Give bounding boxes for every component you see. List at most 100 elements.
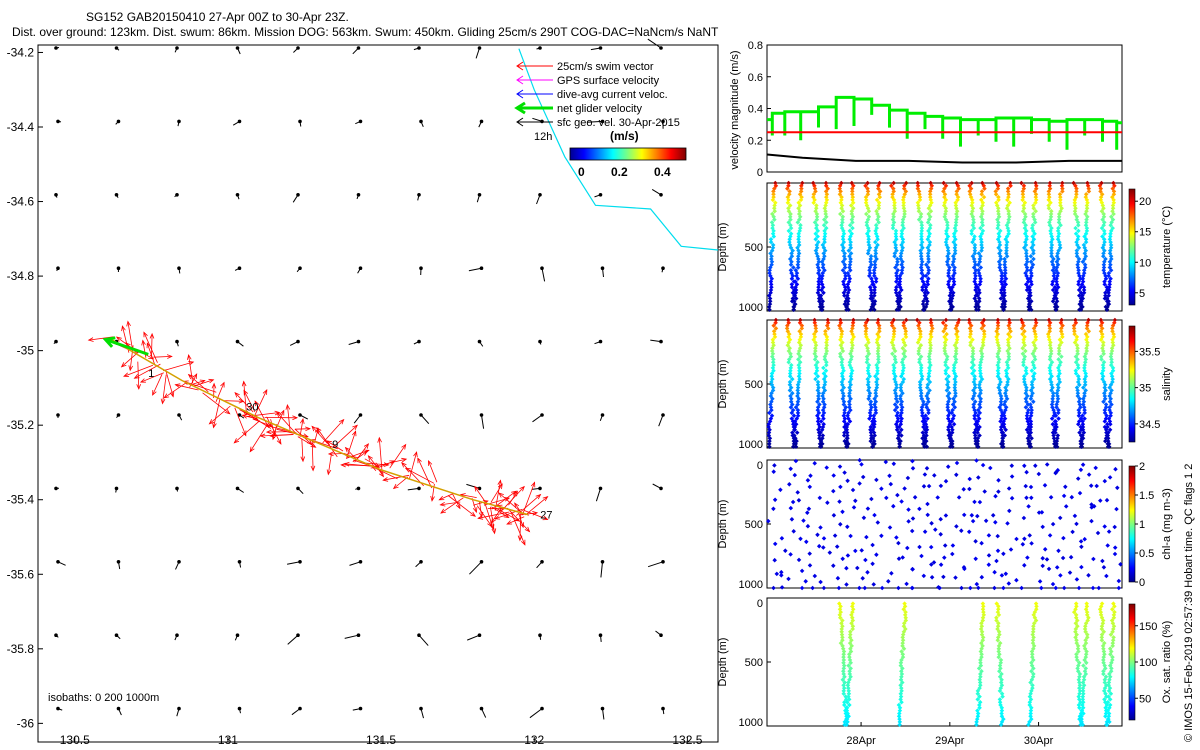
geo-velocity-origin (235, 486, 240, 491)
swim-vector-head (474, 485, 480, 492)
geo-velocity-origin (417, 633, 421, 637)
profile-sample (1048, 211, 1054, 217)
swim-vector-head (305, 426, 311, 432)
y-tick-label: 500 (745, 379, 763, 391)
geo-velocity-origin (600, 413, 605, 417)
swim-vector (127, 321, 133, 351)
swim-vector-head (519, 485, 525, 492)
swim-vector-head (519, 522, 524, 529)
profile-sample (767, 296, 773, 301)
profile-sample (951, 268, 957, 273)
geo-velocity-origin (54, 486, 58, 491)
y-tick-label: -35.4 (7, 493, 35, 507)
swim-vector (152, 374, 163, 396)
profile-sample (976, 287, 982, 293)
x-tick-label: 131.5 (366, 733, 396, 747)
profile-sample (977, 256, 983, 262)
profile-sample (952, 265, 957, 270)
swim-vector-head (472, 507, 478, 514)
swim-vector-head (389, 460, 396, 465)
swim-vector-head (292, 415, 299, 421)
profile-sample (1074, 189, 1079, 194)
profile-sample (1048, 228, 1053, 234)
y-tick-label: 0 (757, 598, 763, 610)
section-colorbar (1128, 603, 1136, 721)
swim-vector (276, 410, 285, 428)
section-axes-box (766, 597, 1123, 727)
swim-vector-head (234, 391, 240, 398)
profile-sample (1050, 299, 1056, 304)
profile-sample (1058, 197, 1063, 203)
profile-sample (974, 301, 979, 307)
geo-velocity-origin (296, 633, 300, 637)
swim-vector-head (243, 389, 249, 396)
profile-sample (1057, 192, 1063, 197)
swim-vector (183, 380, 217, 393)
profile-sample (842, 265, 848, 270)
profile-sample (1021, 203, 1026, 208)
profile-sample (920, 284, 925, 290)
geo-velocity-origin (358, 266, 363, 271)
swim-vector (162, 374, 167, 404)
y-tick-label: -34.8 (7, 269, 35, 283)
depth-ylabel: Depth (m) (717, 223, 729, 272)
geo-velocity-origin (356, 193, 361, 197)
profile-sample (978, 276, 983, 281)
swim-vector-head (136, 384, 141, 390)
geo-velocity-origin (237, 413, 242, 417)
profile-sample (926, 256, 931, 262)
profile-sample (793, 284, 798, 290)
colorbar-tick-label: 15 (1139, 227, 1151, 239)
swim-vector (188, 374, 209, 393)
y-tick-label: 1000 (739, 302, 763, 314)
swim-vector-head (455, 503, 461, 510)
swim-vector (311, 441, 314, 471)
colorbar-tick-label: 35.5 (1139, 346, 1160, 358)
swim-vector-head (187, 373, 194, 380)
geo-velocity-origin (659, 46, 663, 50)
x-tick-label: 131 (218, 733, 238, 747)
colorbar-label: salinity (1161, 367, 1173, 401)
swim-vector (215, 382, 225, 402)
swim-vector-head (542, 496, 549, 502)
geo-velocity-origin (540, 266, 544, 271)
swim-vector-head (139, 378, 146, 383)
swim-vector-head (513, 490, 518, 497)
swim-vector (243, 381, 247, 416)
geo-velocity-origin (296, 339, 300, 344)
profile-sample (868, 287, 874, 293)
swim-vector (193, 379, 214, 387)
swim-vector-head (325, 440, 332, 446)
map-tick-labels: 130.5 131 131.5 132 132.5 -34.2 -34.4 -34.6 -34.… (7, 45, 703, 747)
geo-velocity-origin (177, 266, 181, 271)
swim-vector (389, 444, 407, 469)
swim-vector (372, 466, 398, 480)
map-axes-box (37, 44, 719, 743)
swim-vector-head (438, 495, 445, 501)
swim-vector (428, 460, 438, 483)
profile-sample (977, 299, 982, 304)
geo-velocity-origin (56, 560, 60, 564)
geo-velocity-origin (237, 119, 242, 124)
profile-sample (946, 273, 951, 279)
colorbar-title: (m/s) (610, 129, 639, 143)
swim-vector (447, 495, 476, 517)
swim-vector (439, 493, 454, 501)
geo-velocity-origin (538, 46, 542, 50)
swim-vector (188, 354, 194, 384)
swim-vector-head (310, 442, 317, 448)
swim-vector-head (241, 414, 248, 419)
profile-sample (872, 259, 878, 265)
profile-sample (845, 282, 851, 287)
legend-item-geo-velocity: sfc geo. vel. 30-Apr-2015 (516, 117, 680, 129)
swim-vector (247, 412, 280, 417)
profile-sample (872, 290, 877, 296)
profile-sample (1056, 214, 1062, 220)
profile-sample (1024, 256, 1030, 262)
swim-vector-head (470, 511, 477, 517)
swim-vector-head (265, 429, 272, 435)
swim-vector-head (238, 398, 245, 404)
track-line (111, 338, 529, 516)
profile-sample (820, 304, 825, 310)
